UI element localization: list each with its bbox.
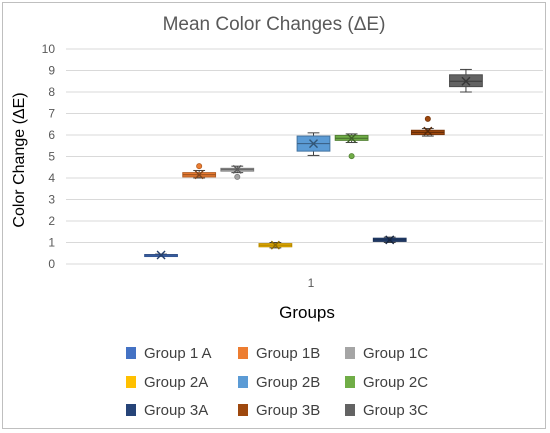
legend-label: Group 3C xyxy=(363,402,428,419)
legend-swatch xyxy=(238,347,248,359)
legend-item: Group 3C xyxy=(345,402,428,419)
legend-swatch xyxy=(238,404,248,416)
box-group-1b xyxy=(182,163,217,180)
chart-frame xyxy=(2,2,546,429)
y-tick-label: 4 xyxy=(48,171,55,185)
mean-marker xyxy=(423,126,433,136)
y-tick-label: 1 xyxy=(48,236,55,250)
legend-swatch xyxy=(345,376,355,388)
legend-label: Group 2B xyxy=(256,374,320,391)
mean-marker xyxy=(347,133,357,143)
box-group-3a xyxy=(372,235,407,245)
legend-item: Group 2C xyxy=(345,374,428,391)
box-group-1c xyxy=(220,164,255,180)
chart-title: Mean Color Changes (ΔE) xyxy=(163,14,386,35)
y-tick-label: 7 xyxy=(48,107,55,121)
mean-marker xyxy=(156,250,166,260)
mean-marker xyxy=(194,170,204,180)
legend-swatch xyxy=(126,376,136,388)
legend-swatch xyxy=(238,376,248,388)
legend-item: Group 2A xyxy=(126,374,208,391)
legend-label: Group 3B xyxy=(256,402,320,419)
legend-label: Group 3A xyxy=(144,402,208,419)
outlier-point xyxy=(424,115,431,122)
box-group-1-a xyxy=(144,250,178,260)
legend-swatch xyxy=(345,347,355,359)
x-tick-label: 1 xyxy=(308,276,315,290)
y-tick-label: 3 xyxy=(48,193,55,207)
legend: Group 1 A Group 1B Group 1C Group 2A Group 2… xyxy=(126,345,428,419)
y-tick-label: 2 xyxy=(48,214,55,228)
mean-marker xyxy=(385,235,395,245)
mean-marker xyxy=(270,240,280,250)
box-group-3b xyxy=(410,115,445,137)
box-group-2c xyxy=(334,133,369,160)
outlier-point xyxy=(196,163,203,170)
legend-label: Group 1 A xyxy=(144,345,212,362)
y-axis-label: Color Change (ΔE) xyxy=(11,92,28,227)
x-axis-label: Groups xyxy=(279,303,335,322)
legend-item: Group 2B xyxy=(238,374,320,391)
legend-item: Group 1C xyxy=(345,345,428,362)
y-tick-label: 10 xyxy=(42,42,56,56)
box-group-3c xyxy=(449,68,483,93)
box-group-2a xyxy=(258,240,293,250)
legend-swatch xyxy=(126,347,136,359)
legend-item: Group 3B xyxy=(238,402,320,419)
mean-marker xyxy=(309,139,318,149)
legend-label: Group 2A xyxy=(144,374,208,391)
y-tick-label: 0 xyxy=(48,257,55,271)
y-tick-label: 9 xyxy=(48,64,55,78)
legend-label: Group 1C xyxy=(363,345,428,362)
y-tick-label: 6 xyxy=(48,128,55,142)
mean-marker xyxy=(232,164,242,174)
legend-swatch xyxy=(345,404,355,416)
box-group-2b xyxy=(296,132,331,156)
legend-swatch xyxy=(126,404,136,416)
outlier-point xyxy=(234,173,241,180)
gridlines xyxy=(66,48,543,265)
legend-label: Group 1B xyxy=(256,345,320,362)
y-tick-label: 8 xyxy=(48,85,55,99)
outlier-point xyxy=(348,153,355,160)
legend-item: Group 3A xyxy=(126,402,208,419)
legend-item: Group 1 A xyxy=(126,345,212,362)
y-axis-ticks: 0 1 2 3 4 5 6 7 8 9 10 xyxy=(42,42,56,271)
mean-marker xyxy=(461,76,471,86)
legend-item: Group 1B xyxy=(238,345,320,362)
legend-label: Group 2C xyxy=(363,374,428,391)
y-tick-label: 5 xyxy=(48,150,55,164)
plot-area xyxy=(144,68,483,260)
